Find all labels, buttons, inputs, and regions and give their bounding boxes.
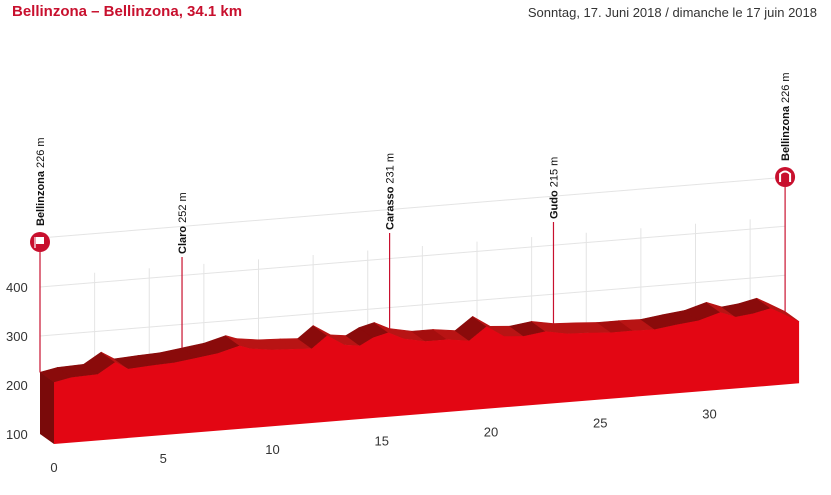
waypoint-altitude: 226 m	[780, 72, 792, 103]
waypoint-label: Claro 252 m	[177, 192, 189, 254]
waypoint-name: Bellinzona	[780, 105, 792, 161]
x-tick-label: 10	[265, 442, 279, 457]
x-tick-label: 15	[375, 433, 389, 448]
finish-gate-icon	[775, 167, 796, 187]
waypoint-label: Bellinzona 226 m	[780, 72, 792, 161]
profile-side-face	[40, 372, 54, 444]
stage-date: Sonntag, 17. Juni 2018 / dimanche le 17 …	[527, 5, 817, 20]
y-tick-label: 400	[6, 280, 28, 295]
waypoint-name: Claro	[177, 226, 189, 254]
waypoint-label: Carasso 231 m	[385, 153, 397, 230]
waypoint-name: Carasso	[385, 186, 397, 230]
x-tick-label: 20	[484, 424, 498, 439]
waypoint-altitude: 252 m	[177, 192, 189, 223]
x-tick-label: 0	[50, 460, 57, 475]
grid-line-horizontal	[39, 176, 786, 239]
checkered-flag-icon	[36, 237, 44, 244]
waypoints: Bellinzona 226 m Claro 252 m Carasso 231 m Gud…	[30, 72, 796, 373]
waypoint-name: Gudo	[548, 190, 560, 219]
stage-title: Bellinzona – Bellinzona, 34.1 km	[12, 3, 243, 20]
waypoint-label: Gudo 215 m	[548, 157, 560, 219]
elevation-profile	[39, 297, 800, 444]
y-tick-label: 300	[6, 329, 28, 344]
x-tick-label: 5	[160, 451, 167, 466]
waypoint-altitude: 215 m	[548, 157, 560, 188]
x-tick-label: 30	[702, 407, 716, 422]
chart-axes: 100 200 300 400 0 5 10 15 20 25 30	[6, 280, 717, 475]
y-tick-label: 100	[6, 427, 28, 442]
waypoint-altitude: 231 m	[385, 153, 397, 184]
grid-line-horizontal	[39, 225, 786, 288]
y-tick-label: 200	[6, 378, 28, 393]
waypoint-altitude: 226 m	[35, 137, 47, 168]
x-tick-label: 25	[593, 416, 607, 431]
finish-arch-icon	[779, 170, 792, 182]
waypoint-label: Bellinzona 226 m	[35, 137, 47, 226]
grid-line-horizontal	[39, 274, 786, 337]
waypoint-name: Bellinzona	[35, 170, 47, 226]
profile-front-face	[54, 308, 800, 444]
